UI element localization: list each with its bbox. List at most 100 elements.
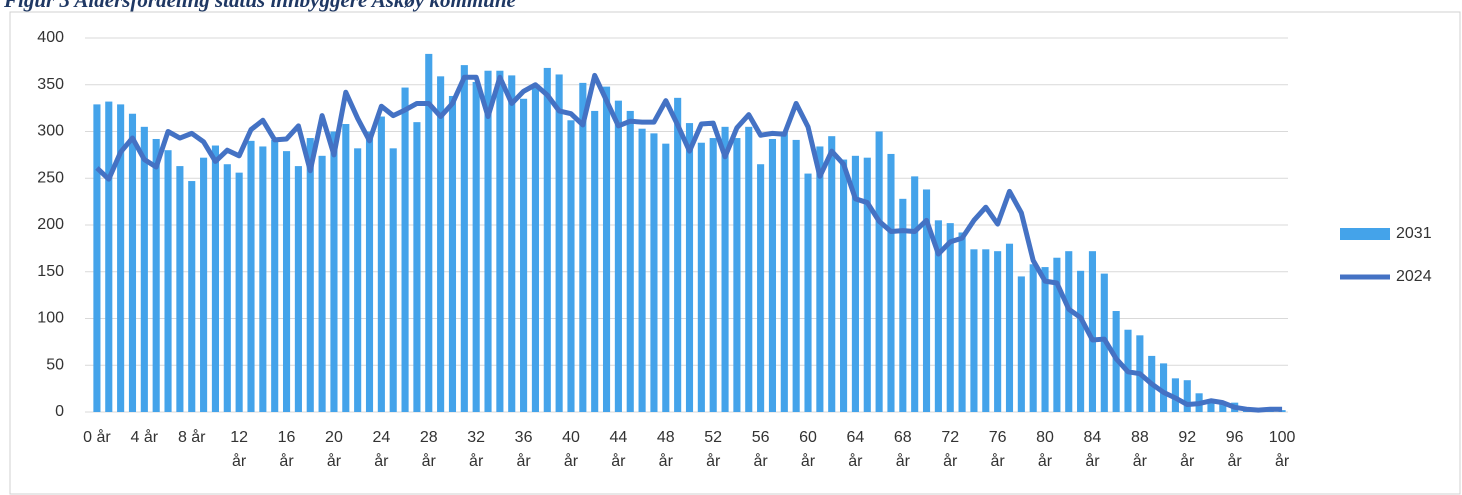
x-tick-label: 92 år	[1178, 429, 1197, 470]
bar	[792, 139, 800, 413]
x-tick-label: 8 år	[177, 429, 206, 446]
bar	[780, 131, 788, 412]
bar	[1219, 403, 1227, 412]
bar	[472, 81, 480, 412]
bar	[970, 249, 978, 412]
bar	[650, 133, 658, 412]
bar	[899, 198, 907, 412]
bar	[816, 146, 824, 412]
x-tick-label: 40 år	[562, 429, 580, 470]
x-tick-label: 68 år	[893, 429, 912, 470]
bar	[401, 87, 409, 413]
bar	[851, 155, 859, 412]
chart-title: Figur 3 Aldersfordeling status innbygger…	[4, 0, 516, 12]
x-tick-label: 24 år	[372, 429, 391, 470]
bar	[1053, 257, 1061, 412]
bar	[697, 142, 705, 412]
bar	[247, 140, 255, 412]
bar	[626, 110, 634, 413]
bar	[1065, 251, 1073, 412]
bar	[638, 128, 646, 412]
bar	[662, 143, 670, 412]
bar	[460, 65, 468, 413]
x-tick-label: 60 år	[799, 429, 817, 470]
bar	[164, 150, 172, 412]
y-tick-label: 250	[37, 169, 64, 186]
bar	[211, 145, 219, 412]
bar	[994, 251, 1002, 412]
bar	[413, 122, 421, 413]
x-tick-label: 76 år	[988, 429, 1007, 470]
bar	[1207, 400, 1215, 412]
bar	[804, 173, 812, 412]
bar	[223, 164, 231, 412]
bar	[437, 76, 445, 413]
x-tick-label: 96 år	[1225, 429, 1244, 470]
chart-frame	[9, 11, 1461, 495]
bar	[342, 124, 350, 413]
bar	[922, 189, 931, 412]
bar	[176, 166, 184, 412]
bar	[508, 75, 516, 413]
bar	[330, 131, 338, 412]
bar	[188, 181, 196, 412]
bar	[934, 220, 942, 412]
bar	[1029, 264, 1037, 412]
bar	[365, 131, 374, 412]
bar	[1088, 251, 1097, 412]
y-tick-label: 50	[46, 356, 64, 373]
bar	[958, 232, 966, 412]
bar	[674, 97, 682, 412]
x-tick-label: 72 år	[941, 429, 960, 470]
bar	[318, 155, 326, 412]
x-tick-label: 0 år	[83, 429, 111, 446]
bar	[733, 138, 741, 413]
bar	[531, 84, 539, 412]
bar	[377, 116, 385, 412]
bar	[614, 100, 622, 413]
bar	[389, 148, 397, 412]
bar	[200, 157, 208, 412]
bar	[128, 113, 137, 413]
bar	[520, 98, 528, 413]
bar	[543, 67, 551, 413]
bar	[768, 138, 777, 413]
bar	[294, 166, 302, 412]
bar	[685, 123, 694, 413]
x-tick-label: 20 år	[325, 429, 343, 470]
bar	[745, 126, 753, 412]
bar	[757, 164, 765, 412]
bar	[1160, 363, 1168, 412]
y-tick-label: 150	[37, 263, 64, 280]
x-tick-label: 16 år	[277, 429, 296, 470]
bar	[152, 138, 160, 413]
x-tick-label: 48 år	[656, 429, 675, 470]
bar	[1017, 276, 1025, 412]
bar	[721, 126, 729, 412]
x-tick-label: 4 år	[130, 429, 159, 446]
x-tick-label: 12 år	[230, 429, 249, 470]
x-tick-label: 100 år	[1268, 429, 1296, 470]
x-tick-label: 56 år	[751, 429, 770, 470]
bar	[982, 249, 990, 412]
x-tick-label: 28 år	[419, 429, 438, 470]
y-tick-label: 350	[37, 76, 64, 93]
bar	[271, 139, 279, 413]
x-tick-label: 88 år	[1130, 429, 1149, 470]
y-tick-label: 0	[55, 403, 64, 420]
bar	[140, 126, 148, 412]
legend-label: 2024	[1396, 268, 1432, 285]
bar	[235, 172, 243, 412]
y-tick-label: 300	[37, 123, 64, 140]
bar	[591, 110, 599, 413]
x-tick-label: 64 år	[846, 429, 865, 470]
bar	[259, 146, 267, 412]
bar	[911, 176, 919, 412]
y-tick-label: 400	[37, 29, 64, 46]
line	[95, 72, 1283, 413]
bar	[875, 131, 883, 412]
legend-label: 2031	[1396, 225, 1432, 242]
legend-swatch	[1340, 228, 1390, 240]
